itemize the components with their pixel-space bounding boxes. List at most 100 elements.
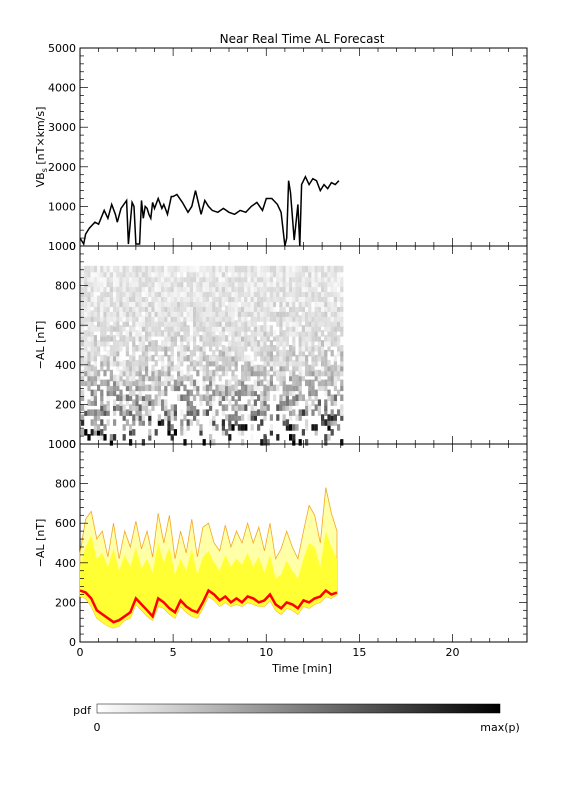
pdf-cell: [84, 354, 88, 362]
pdf-cell: [135, 300, 139, 307]
pdf-cell: [145, 335, 149, 342]
pdf-cell: [145, 374, 149, 382]
pdf-cell: [119, 394, 123, 401]
pdf-cell: [305, 305, 309, 312]
pdf-cell: [215, 384, 219, 392]
pdf-cell: [161, 419, 165, 426]
pdf-cell: [164, 295, 168, 302]
pdf-cell: [244, 320, 248, 327]
pdf-cell: [321, 384, 325, 392]
pdf-cell: [282, 369, 286, 377]
pdf-cell: [260, 384, 264, 392]
pdf-cell: [154, 290, 158, 297]
pdf-cell: [170, 359, 174, 367]
pdf-cell: [295, 354, 299, 362]
pdf-cell: [228, 290, 232, 297]
pdf-cell: [199, 265, 203, 273]
pdf-cell: [129, 424, 133, 431]
pdf-cell: [161, 315, 165, 322]
pdf-cell: [154, 285, 158, 293]
pdf-cell: [234, 349, 238, 357]
pdf-cell: [324, 315, 328, 322]
pdf-cell: [161, 275, 165, 283]
pdf-cell: [167, 300, 171, 307]
pdf-cell: [177, 315, 181, 322]
pdf-cell: [84, 265, 88, 273]
pdf-cell: [193, 335, 197, 342]
pdf-cell: [186, 330, 190, 337]
chart-title: Near Real Time AL Forecast: [220, 32, 385, 46]
pdf-cell: [212, 305, 216, 312]
pdf-cell: [132, 305, 136, 312]
pdf-cell: [81, 310, 85, 317]
pdf-cell: [205, 275, 209, 283]
pdf-cell: [321, 300, 325, 307]
pdf-cell: [314, 295, 318, 302]
pdf-cell: [93, 364, 97, 372]
pdf-cell: [135, 345, 139, 352]
pdf-cell: [186, 399, 190, 406]
pdf-cell: [330, 364, 334, 372]
pdf-cell: [157, 290, 161, 297]
pdf-cell: [285, 265, 289, 273]
pdf-cell: [282, 290, 286, 297]
pdf-cell: [273, 330, 277, 337]
pdf-cell: [257, 349, 261, 357]
pdf-cell: [138, 345, 142, 352]
pdf-cell: [308, 290, 312, 297]
pdf-cell: [263, 394, 267, 401]
pdf-cell: [225, 295, 229, 302]
pdf-cell: [253, 345, 257, 352]
pdf-cell: [193, 345, 197, 352]
pdf-cell: [116, 349, 120, 357]
pdf-cell: [132, 389, 136, 397]
pdf-cell: [218, 320, 222, 327]
pdf-cell: [212, 414, 216, 421]
pdf-cell: [298, 374, 302, 382]
pdf-cell: [116, 374, 120, 382]
pdf-cell: [324, 335, 328, 342]
pdf-cell: [186, 354, 190, 362]
pdf-cell: [298, 270, 302, 278]
pdf-cell: [93, 369, 97, 377]
pdf-cell: [177, 280, 181, 288]
pdf-cell: [93, 290, 97, 297]
pdf-cell: [186, 364, 190, 372]
pdf-cell: [141, 325, 145, 332]
pdf-cell: [285, 295, 289, 302]
pdf-cell: [138, 295, 142, 302]
pdf-cell: [330, 374, 334, 382]
pdf-cell: [93, 429, 97, 436]
pdf-cell: [266, 295, 270, 302]
pdf-cell: [113, 275, 117, 283]
pdf-cell: [106, 295, 110, 302]
pdf-cell: [234, 409, 238, 416]
pdf-cell: [164, 330, 168, 337]
pdf-cell: [154, 349, 158, 357]
pdf-cell: [212, 409, 216, 416]
pdf-cell: [106, 359, 110, 367]
pdf-cell: [129, 384, 133, 392]
pdf-cell: [263, 295, 267, 302]
pdf-cell: [308, 305, 312, 312]
pdf-cell: [138, 305, 142, 312]
pdf-cell: [301, 310, 305, 317]
pdf-cell: [87, 369, 91, 377]
pdf-cell: [225, 275, 229, 283]
pdf-cell: [311, 285, 315, 293]
pdf-cell: [266, 315, 270, 322]
pdf-cell: [87, 295, 91, 302]
pdf-cell: [122, 320, 126, 327]
pdf-cell: [109, 384, 113, 392]
pdf-cell: [269, 300, 273, 307]
pdf-cell: [209, 315, 213, 322]
y-tick-label: 1000: [48, 200, 76, 213]
pdf-cell: [324, 419, 328, 426]
pdf-cell: [330, 429, 334, 436]
pdf-cell: [260, 335, 264, 342]
pdf-cell: [109, 389, 113, 397]
pdf-cell: [84, 270, 88, 278]
pdf-cell: [337, 290, 341, 297]
pdf-cell: [266, 265, 270, 273]
pdf-cell: [113, 404, 117, 411]
